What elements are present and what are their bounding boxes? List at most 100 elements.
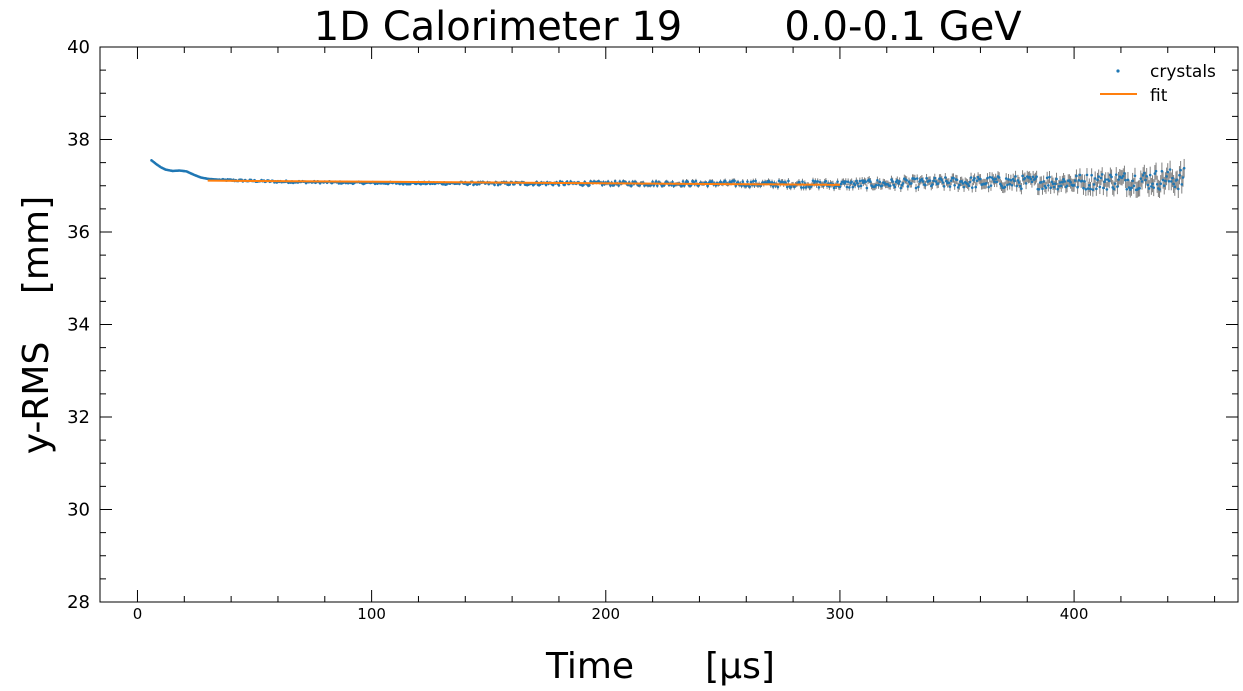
crystals-point xyxy=(856,181,859,185)
crystals-point xyxy=(1017,181,1021,184)
crystals-point xyxy=(984,182,988,185)
crystals-point xyxy=(1013,179,1016,183)
crystals-point xyxy=(1021,174,1024,178)
chart-title-left: 1D Calorimeter 19 xyxy=(314,4,682,50)
crystals-point xyxy=(1133,174,1137,178)
crystals-point xyxy=(969,176,973,179)
crystals-point xyxy=(876,178,879,182)
crystals-point xyxy=(749,180,753,184)
crystals-point xyxy=(845,185,849,189)
crystals-point xyxy=(1147,187,1151,190)
crystals-point xyxy=(680,184,684,188)
crystals-point xyxy=(606,180,610,183)
crystals-point xyxy=(1034,177,1037,180)
crystals-point xyxy=(1083,180,1086,183)
crystals-point xyxy=(654,180,658,183)
x-tick-label: 400 xyxy=(1060,605,1089,623)
crystals-point xyxy=(897,182,900,185)
crystals-point xyxy=(1103,180,1106,184)
crystals-point xyxy=(1044,186,1048,190)
crystals-point xyxy=(748,185,752,188)
y-tick-label: 30 xyxy=(67,500,90,521)
crystals-points xyxy=(150,159,1186,192)
legend: crystals fit xyxy=(1100,62,1216,106)
crystals-point xyxy=(801,180,804,183)
crystals-point xyxy=(655,184,659,187)
crystals-point xyxy=(1095,187,1098,191)
crystals-point xyxy=(1006,183,1009,187)
crystals-point xyxy=(1102,186,1105,190)
crystals-point xyxy=(997,176,1001,179)
y-tick-label: 38 xyxy=(67,130,90,151)
crystals-point xyxy=(751,179,755,183)
crystals-point xyxy=(1171,176,1174,180)
crystals-point xyxy=(582,183,585,187)
crystals-point xyxy=(1085,173,1089,177)
crystals-point xyxy=(1117,178,1120,181)
crystals-point xyxy=(1014,175,1017,178)
crystals-point xyxy=(1008,182,1011,186)
crystals-point xyxy=(671,180,674,184)
crystals-point xyxy=(1165,175,1168,178)
crystals-point xyxy=(1138,186,1141,190)
crystals-point xyxy=(1143,171,1146,175)
crystals-point xyxy=(989,184,993,187)
crystals-point xyxy=(1180,183,1184,186)
crystals-point xyxy=(337,182,341,185)
crystals-point xyxy=(1126,178,1130,182)
crystals-point xyxy=(976,175,980,179)
crystals-point xyxy=(905,178,908,182)
crystals-point xyxy=(994,177,997,181)
y-tick-label: 40 xyxy=(67,37,90,58)
crystals-point xyxy=(1139,177,1143,180)
crystals-point xyxy=(781,180,784,184)
crystals-point xyxy=(1016,179,1020,182)
crystals-point xyxy=(1145,175,1148,178)
crystals-point xyxy=(1113,182,1117,185)
crystals-point xyxy=(910,182,913,185)
crystals-point xyxy=(723,179,727,183)
crystals-point xyxy=(609,184,612,187)
crystals-point xyxy=(901,182,905,185)
crystals-point xyxy=(948,185,952,188)
crystals-point xyxy=(519,183,522,186)
crystals-point xyxy=(785,185,789,189)
crystals-point xyxy=(1018,184,1022,188)
x-tick-label: 0 xyxy=(133,605,143,623)
crystals-point xyxy=(1097,175,1100,178)
crystals-point xyxy=(1166,170,1170,174)
crystals-point xyxy=(1167,180,1171,183)
crystals-point xyxy=(913,177,917,181)
crystals-point xyxy=(1151,182,1154,186)
crystals-point xyxy=(1055,177,1058,181)
crystals-point xyxy=(1009,178,1013,182)
crystals-point xyxy=(1045,176,1049,180)
crystals-point xyxy=(987,185,990,189)
crystals-point xyxy=(1096,178,1099,182)
crystals-point xyxy=(1160,169,1164,173)
crystals-point xyxy=(1086,187,1090,190)
crystals-point xyxy=(940,178,944,182)
x-tick-label: 200 xyxy=(591,605,620,623)
crystals-point xyxy=(1080,179,1084,183)
crystals-point xyxy=(1056,187,1059,191)
crystals-point xyxy=(1047,184,1050,187)
crystals-point xyxy=(733,179,736,183)
crystals-point xyxy=(1098,185,1102,189)
crystals-point xyxy=(1179,168,1182,172)
crystals-point xyxy=(802,186,805,189)
crystals-point xyxy=(814,180,817,183)
crystals-point xyxy=(692,180,695,184)
crystals-point xyxy=(986,176,989,180)
y-axis-label: y-RMS xyxy=(16,342,57,455)
crystals-point xyxy=(1091,188,1095,191)
crystals-point xyxy=(1100,173,1104,176)
crystals-point xyxy=(933,176,937,180)
crystals-point xyxy=(877,183,880,187)
crystals-point xyxy=(896,179,899,182)
crystals-point xyxy=(925,176,928,180)
crystals-point xyxy=(1000,184,1003,187)
crystals-point xyxy=(864,180,867,184)
crystals-point xyxy=(1153,172,1157,175)
